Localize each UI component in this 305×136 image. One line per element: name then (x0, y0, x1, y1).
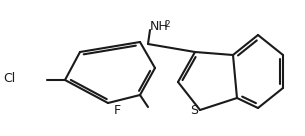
Text: S: S (190, 103, 198, 117)
Text: NH: NH (150, 19, 169, 33)
Text: F: F (114, 104, 121, 118)
Text: Cl: Cl (3, 72, 15, 86)
Text: 2: 2 (164, 20, 170, 29)
